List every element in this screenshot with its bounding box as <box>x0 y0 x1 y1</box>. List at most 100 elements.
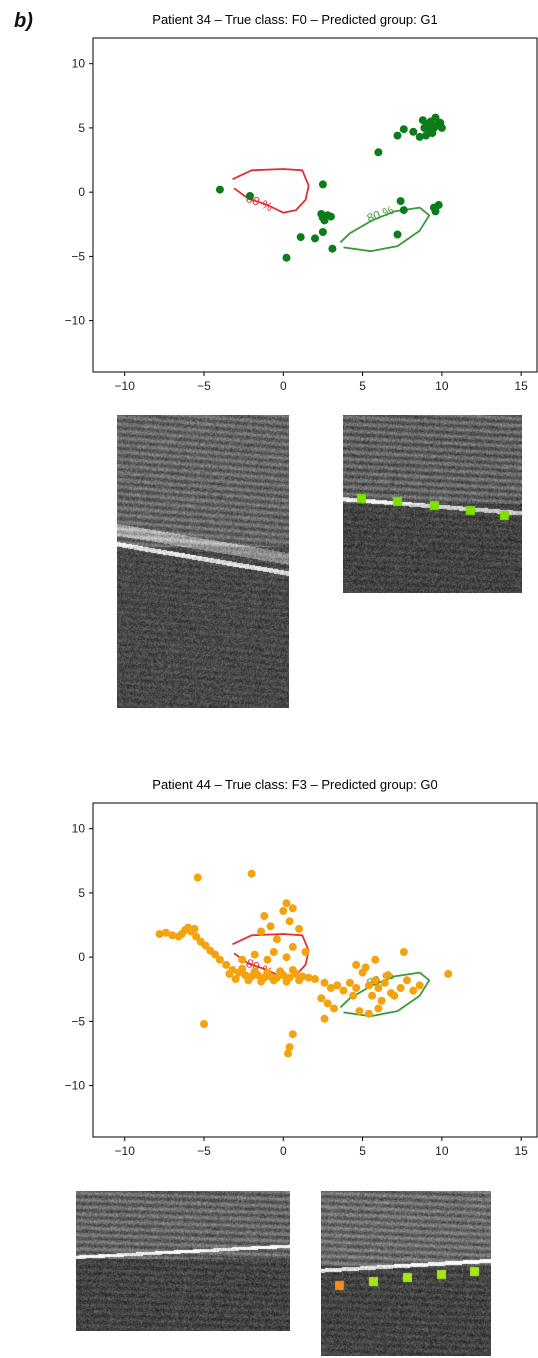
data-point <box>364 1009 373 1018</box>
data-point <box>295 924 304 933</box>
data-point <box>231 975 240 983</box>
data-point <box>326 984 335 992</box>
data-point <box>399 206 408 215</box>
data-point <box>320 978 329 987</box>
data-point <box>215 955 224 964</box>
x-tick-label: 15 <box>514 379 528 393</box>
data-point <box>250 967 259 976</box>
scatter-plot-patient-44: Patient 44 – True class: F3 – Predicted … <box>65 777 538 1158</box>
data-point <box>311 234 319 243</box>
data-point <box>390 991 399 1000</box>
x-tick-label: 15 <box>514 1144 528 1158</box>
chart-title: Patient 44 – True class: F3 – Predicted … <box>152 777 437 792</box>
x-tick-label: −10 <box>115 1144 136 1158</box>
data-point <box>326 212 335 221</box>
data-point <box>296 233 305 242</box>
data-point <box>269 976 278 985</box>
data-point <box>177 930 186 938</box>
data-point <box>257 927 266 936</box>
data-point <box>374 984 383 992</box>
data-point <box>380 978 389 987</box>
data-point <box>161 928 170 937</box>
x-tick-label: 0 <box>280 379 287 393</box>
data-point <box>190 924 199 933</box>
data-point <box>396 984 405 992</box>
data-point <box>288 942 297 951</box>
data-point <box>318 180 327 189</box>
data-point <box>257 977 266 986</box>
data-point <box>437 123 446 132</box>
data-point <box>244 976 253 985</box>
contour-80-percent <box>232 933 310 979</box>
data-point <box>374 1004 383 1013</box>
data-point <box>193 873 202 882</box>
x-tick-label: 5 <box>359 1144 366 1158</box>
data-point <box>247 869 256 878</box>
data-point <box>238 955 247 964</box>
data-point <box>276 967 285 976</box>
data-point <box>320 1014 329 1023</box>
x-tick-label: −5 <box>197 379 211 393</box>
y-tick-label: 0 <box>78 185 85 199</box>
x-tick-label: −10 <box>115 379 136 393</box>
data-point <box>211 950 220 959</box>
data-point <box>368 991 377 1000</box>
scatter-plot-patient-34: Patient 34 – True class: F0 – Predicted … <box>65 12 538 393</box>
data-point <box>409 127 418 136</box>
data-point <box>371 955 380 964</box>
data-point <box>393 131 402 140</box>
x-tick-label: 10 <box>435 1144 449 1158</box>
data-point <box>282 899 291 908</box>
data-point <box>444 969 453 978</box>
plot-frame <box>92 802 538 1138</box>
y-tick-label: −10 <box>65 1079 86 1093</box>
data-point <box>422 131 430 140</box>
data-point <box>288 1030 297 1039</box>
data-point <box>269 948 278 956</box>
y-tick-label: 5 <box>78 121 85 135</box>
y-tick-label: −5 <box>71 1014 85 1028</box>
data-point <box>285 917 294 926</box>
data-point <box>304 973 313 982</box>
us-image-p44-right <box>321 1191 491 1356</box>
data-point <box>371 976 380 985</box>
data-point <box>263 968 272 977</box>
data-point <box>409 986 418 995</box>
data-point <box>272 935 281 944</box>
y-tick-label: 5 <box>78 886 85 900</box>
chart-title: Patient 34 – True class: F0 – Predicted … <box>152 12 437 27</box>
x-tick-label: 0 <box>280 1144 287 1158</box>
y-tick-label: 10 <box>72 57 86 71</box>
data-point <box>311 975 319 983</box>
us-image-p34-right <box>343 415 522 593</box>
data-point <box>429 203 438 212</box>
data-point <box>383 971 392 980</box>
data-point <box>250 950 259 959</box>
data-point <box>238 964 247 973</box>
data-point <box>403 976 411 985</box>
data-point <box>330 1004 338 1013</box>
data-point <box>285 1043 294 1052</box>
data-point <box>418 116 427 125</box>
panel-label: b) <box>14 10 33 32</box>
data-point <box>295 976 304 985</box>
data-point <box>260 912 269 920</box>
data-point <box>349 991 358 1000</box>
data-point <box>225 969 234 978</box>
data-point <box>201 941 210 950</box>
data-point <box>361 963 370 972</box>
data-point <box>352 960 361 969</box>
data-point <box>246 192 254 200</box>
data-point <box>263 955 272 964</box>
data-point <box>282 977 291 986</box>
data-point <box>415 132 424 141</box>
data-point <box>282 953 291 962</box>
us-image-p44-left <box>76 1191 290 1331</box>
data-point <box>288 904 297 913</box>
data-point <box>374 148 383 157</box>
data-point <box>282 253 291 262</box>
data-point <box>318 228 327 236</box>
data-point <box>266 922 275 931</box>
y-tick-label: 10 <box>72 822 86 836</box>
data-point <box>192 932 201 941</box>
